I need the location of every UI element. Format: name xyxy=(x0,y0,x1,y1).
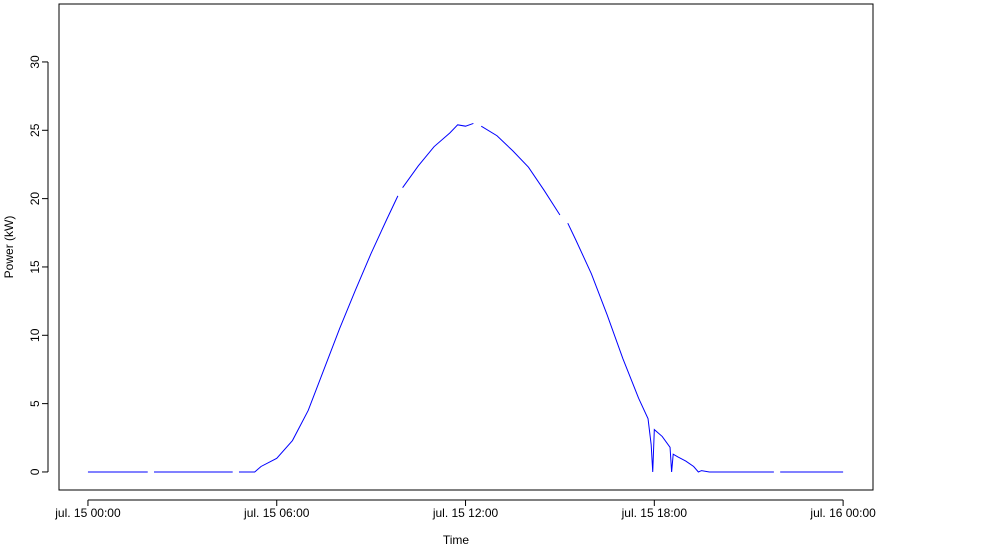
x-tick-label: jul. 16 00:00 xyxy=(809,506,876,520)
plot-frame xyxy=(58,3,874,491)
x-tick-label: jul. 15 00:00 xyxy=(54,506,121,520)
y-tick-label: 5 xyxy=(28,400,42,407)
y-tick-label: 0 xyxy=(28,468,42,475)
y-tick-label: 15 xyxy=(28,260,42,274)
y-tick-label: 30 xyxy=(28,55,42,69)
y-tick-label: 20 xyxy=(28,192,42,206)
x-tick-label: jul. 15 18:00 xyxy=(621,506,688,520)
data-line xyxy=(87,122,844,473)
x-axis-label: Time xyxy=(443,533,470,547)
y-tick-label: 10 xyxy=(28,328,42,342)
y-axis-label: Power (kW) xyxy=(2,216,16,279)
y-tick-label: 25 xyxy=(28,123,42,137)
x-tick-label: jul. 15 06:00 xyxy=(243,506,310,520)
x-tick-label: jul. 15 12:00 xyxy=(432,506,499,520)
